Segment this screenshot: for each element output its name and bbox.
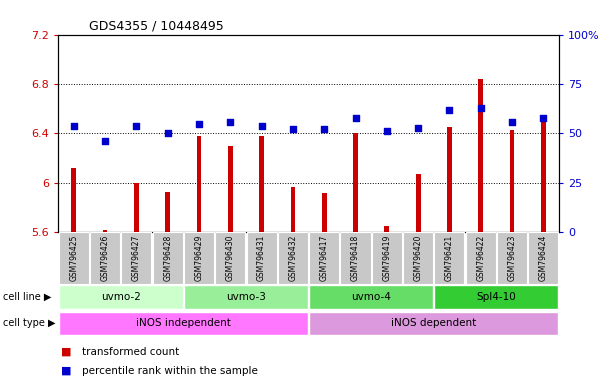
Text: GSM796429: GSM796429 bbox=[194, 235, 203, 281]
Bar bbox=[416, 174, 420, 232]
Text: GSM796420: GSM796420 bbox=[414, 235, 423, 281]
FancyBboxPatch shape bbox=[309, 311, 558, 335]
Point bbox=[413, 124, 423, 131]
FancyBboxPatch shape bbox=[90, 232, 120, 284]
Bar bbox=[166, 192, 170, 232]
Point bbox=[257, 122, 266, 129]
Bar bbox=[103, 230, 108, 232]
Point bbox=[538, 114, 548, 121]
Text: GSM796428: GSM796428 bbox=[163, 235, 172, 281]
FancyBboxPatch shape bbox=[184, 285, 308, 309]
Text: iNOS independent: iNOS independent bbox=[136, 318, 231, 328]
Point bbox=[320, 126, 329, 132]
Bar bbox=[197, 136, 201, 232]
Text: ■: ■ bbox=[61, 366, 71, 376]
FancyBboxPatch shape bbox=[59, 232, 89, 284]
Bar bbox=[322, 193, 326, 232]
Text: percentile rank within the sample: percentile rank within the sample bbox=[82, 366, 258, 376]
FancyBboxPatch shape bbox=[122, 232, 152, 284]
Text: GSM796425: GSM796425 bbox=[69, 235, 78, 281]
Point bbox=[382, 128, 392, 134]
FancyBboxPatch shape bbox=[59, 285, 183, 309]
Text: GSM796419: GSM796419 bbox=[382, 235, 391, 281]
FancyBboxPatch shape bbox=[372, 232, 402, 284]
FancyBboxPatch shape bbox=[309, 285, 433, 309]
Text: transformed count: transformed count bbox=[82, 347, 180, 357]
FancyBboxPatch shape bbox=[434, 285, 558, 309]
Point bbox=[194, 121, 204, 127]
Text: GSM796432: GSM796432 bbox=[288, 235, 298, 281]
Bar bbox=[478, 79, 483, 232]
Text: GSM796430: GSM796430 bbox=[226, 235, 235, 281]
Text: GDS4355 / 10448495: GDS4355 / 10448495 bbox=[89, 19, 224, 32]
Bar bbox=[541, 121, 546, 232]
Text: GSM796431: GSM796431 bbox=[257, 235, 266, 281]
Text: GSM796422: GSM796422 bbox=[477, 235, 485, 281]
FancyBboxPatch shape bbox=[434, 232, 464, 284]
Point bbox=[131, 122, 141, 129]
FancyBboxPatch shape bbox=[497, 232, 527, 284]
Text: GSM796423: GSM796423 bbox=[508, 235, 516, 281]
FancyBboxPatch shape bbox=[340, 232, 370, 284]
Text: GSM796426: GSM796426 bbox=[101, 235, 109, 281]
Point bbox=[100, 138, 110, 144]
FancyBboxPatch shape bbox=[403, 232, 433, 284]
Point bbox=[476, 105, 486, 111]
FancyBboxPatch shape bbox=[278, 232, 308, 284]
Point bbox=[225, 119, 235, 125]
Point bbox=[445, 107, 455, 113]
FancyBboxPatch shape bbox=[215, 232, 245, 284]
Point bbox=[288, 126, 298, 132]
FancyBboxPatch shape bbox=[153, 232, 183, 284]
Bar bbox=[228, 146, 233, 232]
Bar bbox=[447, 127, 452, 232]
Text: GSM796418: GSM796418 bbox=[351, 235, 360, 281]
Text: uvmo-2: uvmo-2 bbox=[101, 292, 141, 302]
FancyBboxPatch shape bbox=[529, 232, 558, 284]
Text: GSM796424: GSM796424 bbox=[539, 235, 548, 281]
FancyBboxPatch shape bbox=[184, 232, 214, 284]
Point bbox=[163, 131, 172, 137]
Point bbox=[351, 114, 360, 121]
Text: cell type ▶: cell type ▶ bbox=[3, 318, 56, 328]
Text: iNOS dependent: iNOS dependent bbox=[391, 318, 477, 328]
Text: cell line ▶: cell line ▶ bbox=[3, 292, 51, 302]
FancyBboxPatch shape bbox=[309, 232, 339, 284]
Bar bbox=[353, 134, 358, 232]
FancyBboxPatch shape bbox=[247, 232, 277, 284]
Text: GSM796417: GSM796417 bbox=[320, 235, 329, 281]
FancyBboxPatch shape bbox=[466, 232, 496, 284]
Bar bbox=[291, 187, 295, 232]
Text: GSM796427: GSM796427 bbox=[132, 235, 141, 281]
Text: uvmo-3: uvmo-3 bbox=[226, 292, 266, 302]
Bar bbox=[134, 183, 139, 232]
Bar bbox=[259, 136, 264, 232]
Bar bbox=[71, 168, 76, 232]
Bar bbox=[510, 130, 514, 232]
Text: uvmo-4: uvmo-4 bbox=[351, 292, 391, 302]
FancyBboxPatch shape bbox=[59, 311, 308, 335]
Bar bbox=[384, 226, 389, 232]
Text: Spl4-10: Spl4-10 bbox=[477, 292, 516, 302]
Text: GSM796421: GSM796421 bbox=[445, 235, 454, 281]
Point bbox=[69, 122, 79, 129]
Point bbox=[507, 119, 517, 125]
Text: ■: ■ bbox=[61, 347, 71, 357]
